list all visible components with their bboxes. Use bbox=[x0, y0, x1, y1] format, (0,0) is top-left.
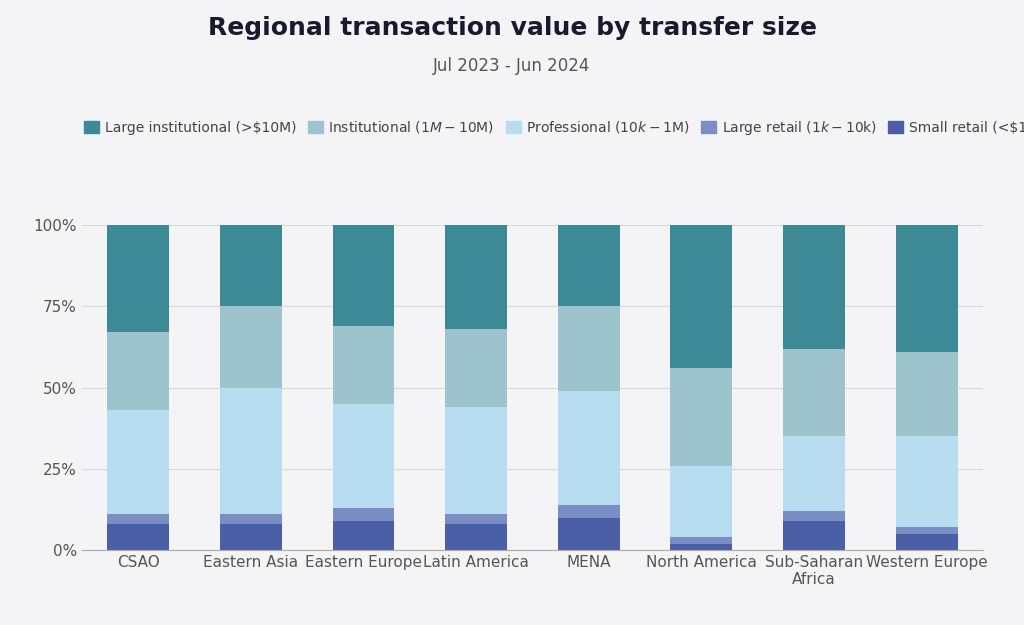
Bar bbox=[558, 391, 620, 504]
Bar bbox=[445, 514, 507, 524]
Legend: Large institutional (>$10M), Institutional ($1M-$10M), Professional ($10k-$1M), : Large institutional (>$10M), Institution… bbox=[79, 113, 1024, 142]
Bar bbox=[333, 508, 394, 521]
Bar bbox=[783, 349, 845, 436]
Text: Jul 2023 - Jun 2024: Jul 2023 - Jun 2024 bbox=[433, 57, 591, 74]
Bar bbox=[108, 332, 169, 410]
Bar bbox=[445, 225, 507, 329]
Bar bbox=[445, 524, 507, 550]
Bar bbox=[671, 466, 732, 537]
Bar bbox=[220, 388, 282, 514]
Bar bbox=[671, 225, 732, 368]
Bar bbox=[220, 225, 282, 306]
Bar bbox=[108, 410, 169, 514]
Bar bbox=[671, 537, 732, 544]
Bar bbox=[783, 225, 845, 349]
Bar bbox=[783, 521, 845, 550]
Text: Regional transaction value by transfer size: Regional transaction value by transfer s… bbox=[208, 16, 816, 40]
Bar bbox=[558, 518, 620, 550]
Bar bbox=[671, 544, 732, 550]
Bar bbox=[220, 524, 282, 550]
Bar bbox=[333, 404, 394, 508]
Bar bbox=[558, 225, 620, 306]
Bar bbox=[108, 225, 169, 332]
Bar bbox=[108, 524, 169, 550]
Bar bbox=[896, 225, 957, 352]
Bar bbox=[558, 504, 620, 518]
Bar bbox=[896, 534, 957, 550]
Bar bbox=[896, 352, 957, 436]
Bar bbox=[220, 514, 282, 524]
Bar bbox=[896, 528, 957, 534]
Bar bbox=[333, 521, 394, 550]
Bar bbox=[445, 407, 507, 514]
Bar bbox=[896, 436, 957, 528]
Bar bbox=[445, 329, 507, 407]
Bar bbox=[220, 306, 282, 388]
Bar bbox=[108, 514, 169, 524]
Bar bbox=[558, 306, 620, 391]
Bar bbox=[671, 368, 732, 466]
Bar bbox=[783, 436, 845, 511]
Bar bbox=[333, 225, 394, 326]
Bar bbox=[783, 511, 845, 521]
Bar bbox=[333, 326, 394, 404]
